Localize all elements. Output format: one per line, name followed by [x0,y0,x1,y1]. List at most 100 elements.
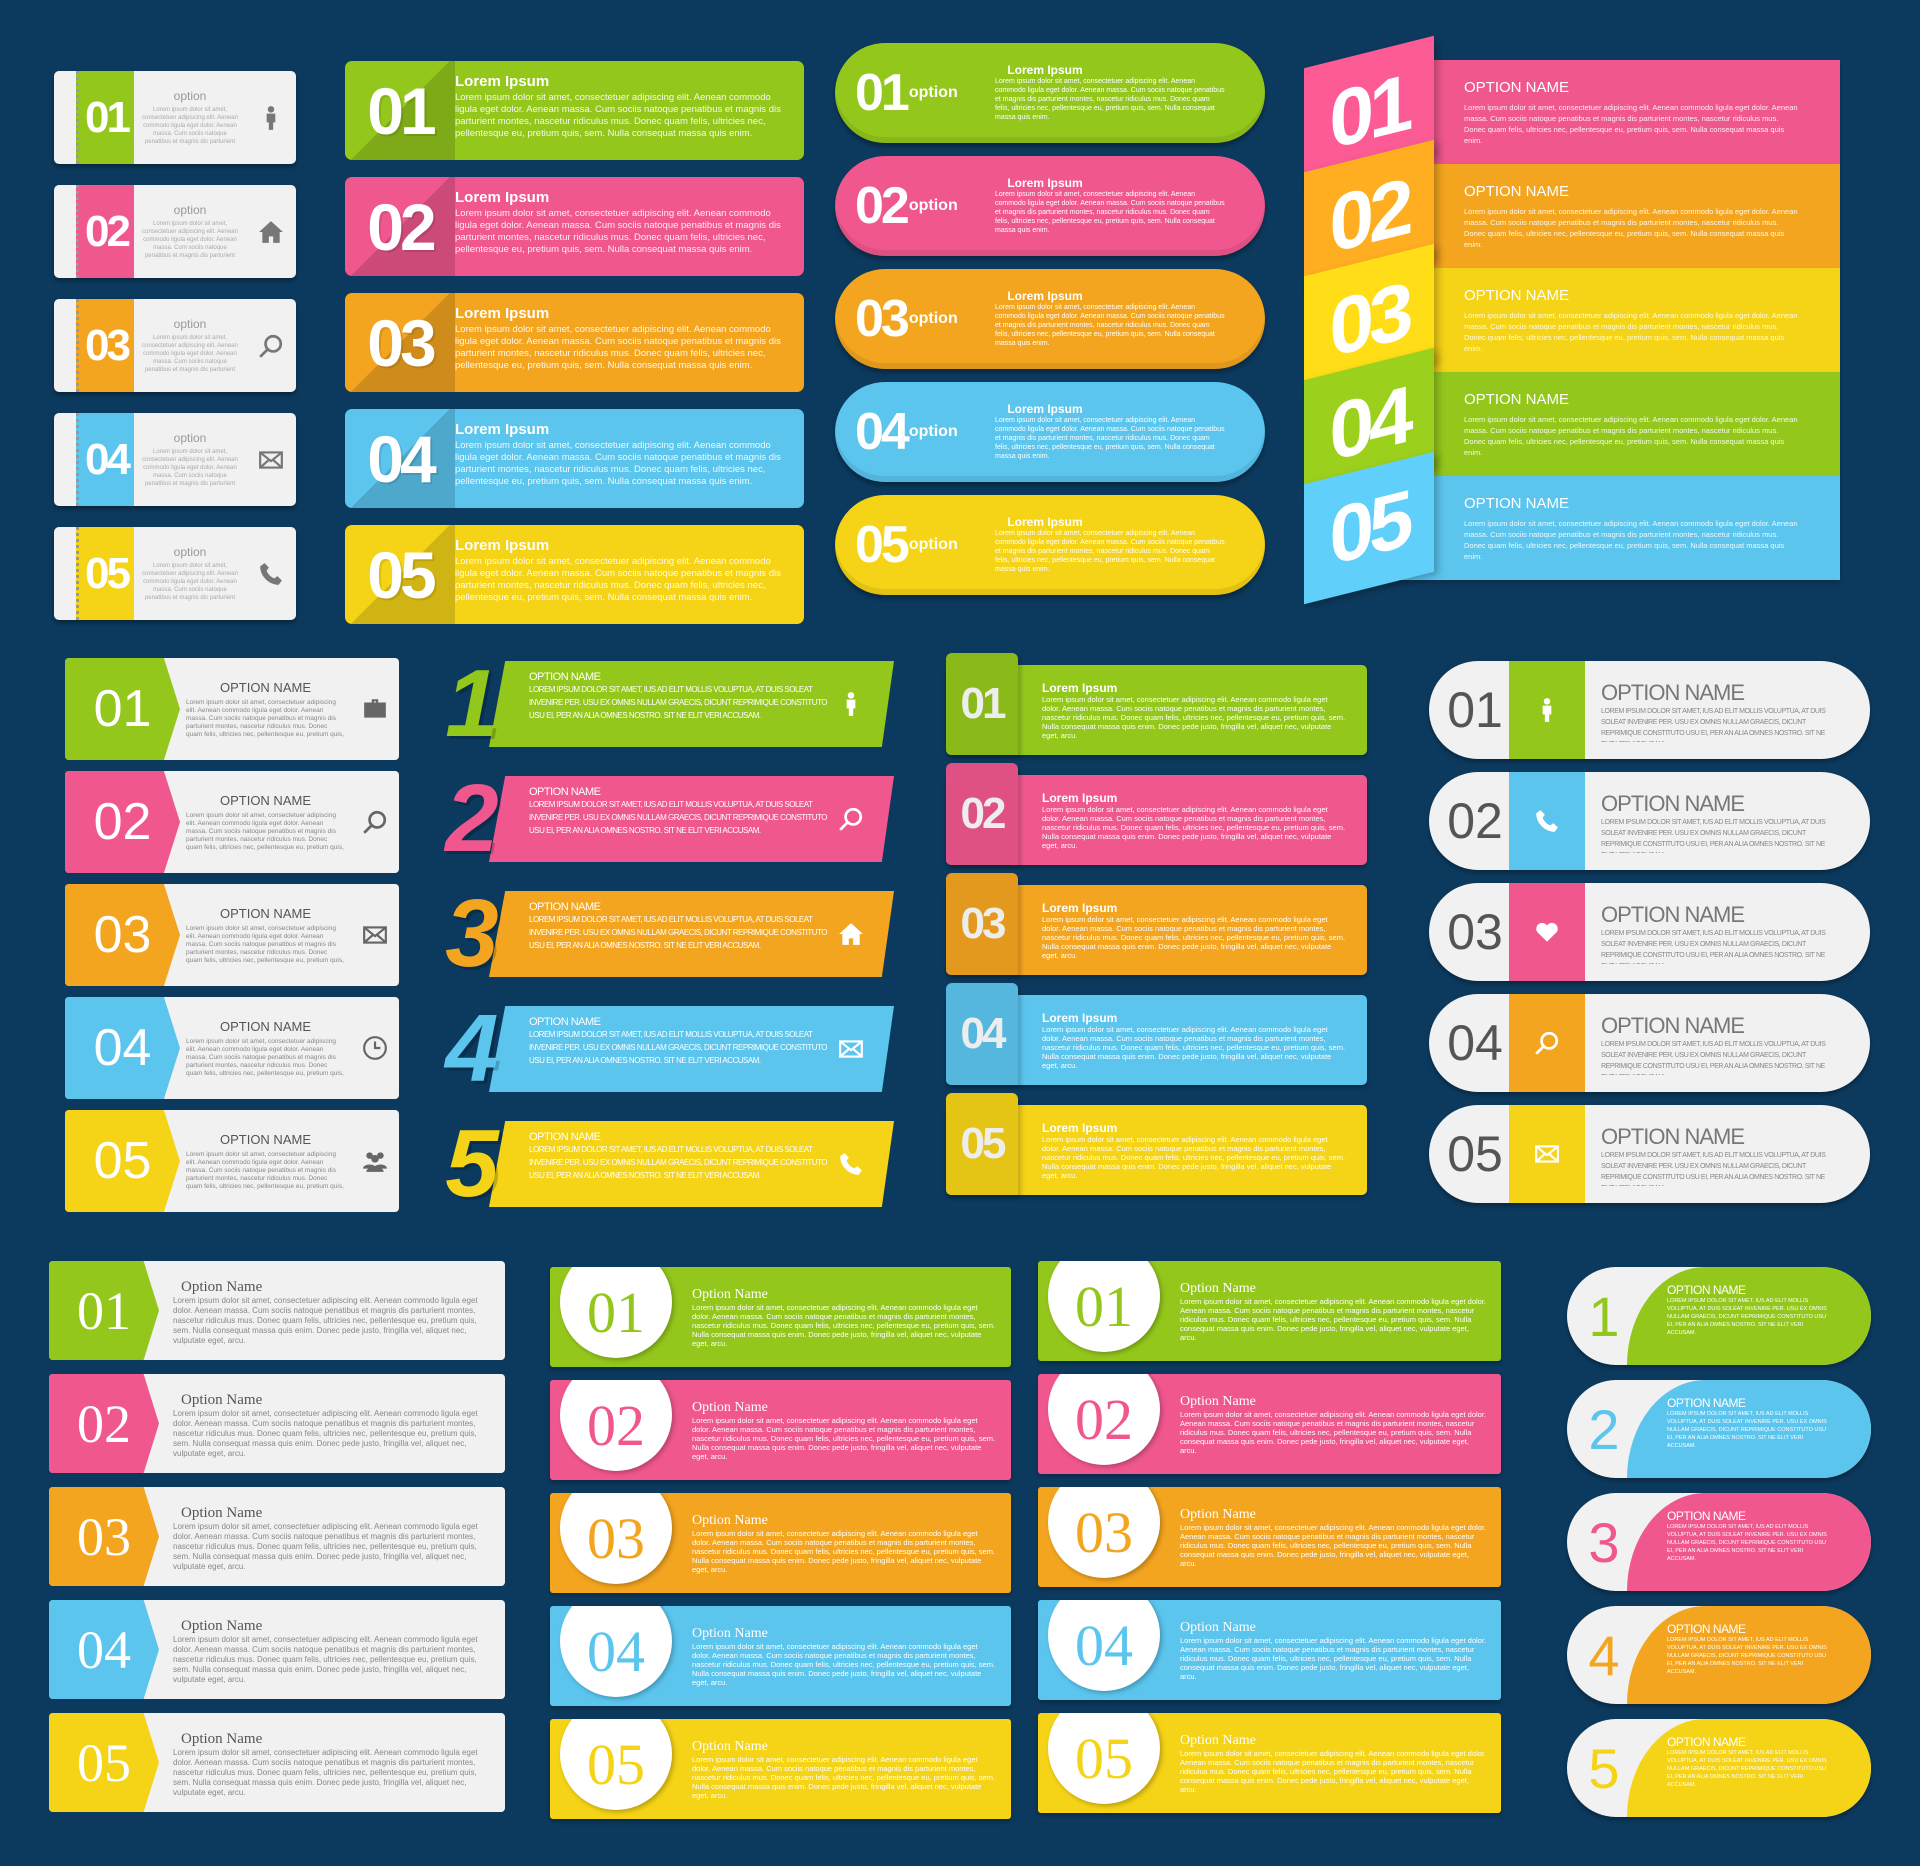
option-item[interactable]: 03 Option Name Lorem ipsum dolor sit amet,… [550,1493,1011,1593]
option-description: Lorem ipsum dolor sit amet, consectetuer… [1180,1749,1487,1794]
option-number: 02 [560,1380,672,1471]
option-item[interactable]: 05 option Lorem Ipsum Lorem ipsum dolor sit… [835,495,1265,595]
option-number-text: 03 [1447,904,1503,960]
option-title: OPTION NAME [1667,1509,1746,1523]
option-item[interactable]: 01 OPTION NAME Lorem ipsum dolor sit amet,… [1429,661,1870,759]
option-item[interactable]: 04 option Lorem Ipsum Lorem ipsum dolor sit… [835,382,1265,482]
option-item[interactable]: 04 Option Name Lorem ipsum dolor sit amet,… [550,1606,1011,1706]
option-title: Option Name [1180,1281,1256,1296]
option-number: 01 [1429,681,1509,739]
option-item[interactable]: 04 Lorem Ipsum Lorem ipsum dolor sit amet,… [946,983,1367,1085]
option-text: Lorem Ipsum Lorem ipsum dolor sit amet, c… [455,525,804,624]
option-description: Lorem ipsum dolor sit amet, consectetuer… [142,563,238,601]
option-title: Option Name [692,1287,768,1302]
option-text: Option Name Lorem ipsum dolor sit amet, c… [1160,1497,1501,1577]
option-title: OPTION NAME [1464,182,1570,200]
option-title: OPTION NAME [1601,791,1745,816]
option-item[interactable]: 04 option Lorem ipsum dolor sit amet, cons… [54,413,296,506]
option-item[interactable]: 05 option Lorem ipsum dolor sit amet, cons… [54,527,296,620]
option-item[interactable]: 1 OPTION NAME Lorem ipsum dolor sit amet, … [1567,1267,1871,1365]
option-item[interactable]: 03 Lorem Ipsum Lorem ipsum dolor sit amet,… [345,293,804,392]
option-item[interactable]: 3 OPTION NAME Lorem ipsum dolor sit amet, … [437,880,894,987]
option-item[interactable]: 05 Option Name Lorem ipsum dolor sit amet,… [550,1719,1011,1819]
option-number: 5 [1567,1736,1627,1801]
option-item[interactable]: 02 option Lorem ipsum dolor sit amet, cons… [54,185,296,278]
option-number: 05 [560,1719,672,1810]
option-item[interactable]: 02 option Lorem Ipsum Lorem ipsum dolor sit… [835,156,1265,256]
option-item[interactable]: 01 option Lorem Ipsum Lorem ipsum dolor sit… [835,43,1265,143]
option-text: OPTION NAME Lorem ipsum dolor sit amet, i… [1585,672,1870,748]
option-number-text: 3 [1588,1510,1620,1574]
option-item[interactable]: 05 OPTION NAME Lorem ipsum dolor sit amet,… [1429,1105,1870,1203]
option-item[interactable]: 02 Lorem Ipsum Lorem ipsum dolor sit amet,… [345,177,804,276]
option-item[interactable]: 2 OPTION NAME Lorem ipsum dolor sit amet, … [437,765,894,872]
option-item[interactable]: 05 Option Name Lorem ipsum dolor sit amet,… [49,1713,505,1812]
option-number: 03 [65,884,180,986]
option-item[interactable]: 04 OPTION NAME Lorem ipsum dolor sit amet,… [65,997,399,1099]
option-item[interactable]: 04 OPTION NAME Lorem ipsum dolor sit amet,… [1304,347,1840,501]
option-item[interactable]: 01 option Lorem ipsum dolor sit amet, cons… [54,71,296,164]
option-item[interactable]: 2 OPTION NAME Lorem ipsum dolor sit amet, … [1567,1380,1871,1478]
option-item[interactable]: 5 OPTION NAME Lorem ipsum dolor sit amet, … [437,1110,894,1217]
option-item[interactable]: 01 OPTION NAME Lorem ipsum dolor sit amet,… [65,658,399,760]
option-title: OPTION NAME [219,792,311,808]
option-item[interactable]: 01 Option Name Lorem ipsum dolor sit amet,… [49,1261,505,1360]
option-item[interactable]: 4 OPTION NAME Lorem ipsum dolor sit amet, … [437,995,894,1102]
option-item[interactable]: 4 OPTION NAME Lorem ipsum dolor sit amet, … [1567,1606,1871,1704]
option-item[interactable]: 04 Lorem Ipsum Lorem ipsum dolor sit amet,… [345,409,804,508]
option-item[interactable]: 02 Option Name Lorem ipsum dolor sit amet,… [550,1380,1011,1480]
option-item[interactable]: 05 Lorem Ipsum Lorem ipsum dolor sit amet,… [946,1093,1367,1195]
option-item[interactable]: 02 OPTION NAME Lorem ipsum dolor sit amet,… [65,771,399,873]
option-item[interactable]: 01 Option Name Lorem ipsum dolor sit amet,… [550,1267,1011,1367]
option-title: Option Name [181,1505,263,1521]
search-icon [246,333,296,359]
option-item[interactable]: 1 OPTION NAME Lorem ipsum dolor sit amet, … [437,650,894,757]
option-item[interactable]: 03 OPTION NAME Lorem ipsum dolor sit amet,… [1429,883,1870,981]
option-item[interactable]: 3 OPTION NAME Lorem ipsum dolor sit amet, … [1567,1493,1871,1591]
option-title: OPTION NAME [1667,1396,1746,1410]
option-description: Lorem ipsum dolor sit amet, ius ad elit … [1601,1041,1826,1075]
option-item[interactable]: 05 Option Name Lorem ipsum dolor sit amet,… [1038,1713,1501,1813]
infographic-panel-notebook: 01 option Lorem ipsum dolor sit amet, cons… [54,71,296,620]
option-item[interactable]: 04 Option Name Lorem ipsum dolor sit amet,… [49,1600,505,1699]
person-icon [1509,661,1585,759]
option-item[interactable]: 03 OPTION NAME Lorem ipsum dolor sit amet,… [1304,243,1840,397]
option-item[interactable]: 02 Lorem Ipsum Lorem ipsum dolor sit amet,… [946,763,1367,865]
option-number-text: 01 [587,1279,645,1345]
item-background [1374,268,1840,372]
option-item[interactable]: 5 OPTION NAME Lorem ipsum dolor sit amet, … [1567,1719,1871,1817]
option-number: 01 [76,71,134,164]
option-item[interactable]: 01 Lorem Ipsum Lorem ipsum dolor sit amet,… [946,653,1367,755]
option-item[interactable]: 03 OPTION NAME Lorem ipsum dolor sit amet,… [65,884,399,986]
option-title: OPTION NAME [529,901,601,913]
option-item[interactable]: 05 OPTION NAME Lorem ipsum dolor sit amet,… [65,1110,399,1212]
option-title: Lorem Ipsum [1007,402,1083,416]
option-item[interactable]: 01 Lorem Ipsum Lorem ipsum dolor sit amet,… [345,61,804,160]
option-item[interactable]: 02 Option Name Lorem ipsum dolor sit amet,… [49,1374,505,1473]
option-number-text: 01 [367,73,436,148]
option-item[interactable]: 03 option Lorem Ipsum Lorem ipsum dolor sit… [835,269,1265,369]
option-item[interactable]: 01 OPTION NAME Lorem ipsum dolor sit amet,… [1304,35,1840,189]
option-number: 5 [437,1109,507,1219]
infographic-panel-half: 1 OPTION NAME Lorem ipsum dolor sit amet, … [1567,1267,1871,1817]
option-item[interactable]: 03 Option Name Lorem ipsum dolor sit amet,… [1038,1487,1501,1587]
phone-icon [246,561,296,587]
option-number: 04 option [835,402,985,462]
option-item[interactable]: 02 OPTION NAME Lorem ipsum dolor sit amet,… [1429,772,1870,870]
option-description: Lorem ipsum dolor sit amet, consectetuer… [1180,1410,1487,1455]
option-number-text: 03 [1075,1499,1133,1565]
option-item[interactable]: 03 option Lorem ipsum dolor sit amet, cons… [54,299,296,392]
option-number: 03 [76,299,134,392]
option-item[interactable]: 03 Option Name Lorem ipsum dolor sit amet,… [49,1487,505,1586]
option-number: 01 option [835,63,985,123]
option-item[interactable]: 01 Option Name Lorem ipsum dolor sit amet,… [1038,1261,1501,1361]
option-item[interactable]: 05 Lorem Ipsum Lorem ipsum dolor sit amet,… [345,525,804,624]
option-item[interactable]: 03 Lorem Ipsum Lorem ipsum dolor sit amet,… [946,873,1367,975]
option-item[interactable]: 02 Option Name Lorem ipsum dolor sit amet,… [1038,1374,1501,1474]
option-item[interactable]: 04 OPTION NAME Lorem ipsum dolor sit amet,… [1429,994,1870,1092]
option-item[interactable]: 02 OPTION NAME Lorem ipsum dolor sit amet,… [1304,139,1840,293]
option-number: 1 [437,649,507,759]
option-item[interactable]: 05 OPTION NAME Lorem ipsum dolor sit amet,… [1304,451,1840,605]
option-item[interactable]: 04 Option Name Lorem ipsum dolor sit amet,… [1038,1600,1501,1700]
option-number: 04 [345,409,455,508]
